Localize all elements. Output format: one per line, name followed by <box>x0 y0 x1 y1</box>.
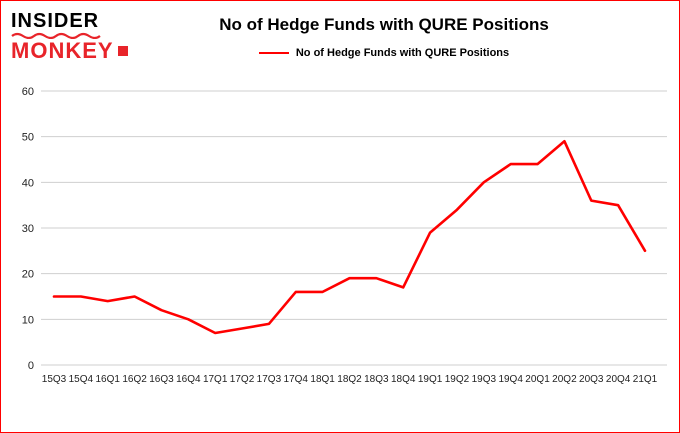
svg-text:50: 50 <box>22 132 34 144</box>
svg-text:19Q4: 19Q4 <box>498 374 523 385</box>
logo-text-monkey: MONKEY <box>11 38 114 63</box>
svg-text:19Q1: 19Q1 <box>418 374 443 385</box>
svg-text:18Q4: 18Q4 <box>391 374 416 385</box>
legend-line-swatch <box>258 52 289 54</box>
svg-text:20Q1: 20Q1 <box>525 374 550 385</box>
logo-square-icon <box>117 46 128 56</box>
svg-text:17Q3: 17Q3 <box>257 374 282 385</box>
chart-area: 0 10 20 30 40 50 60 15Q3 15Q4 16Q1 16Q2 16Q3 16Q4 17Q… <box>1 77 679 429</box>
svg-text:18Q1: 18Q1 <box>310 374 335 385</box>
title-block: No of Hedge Funds with QURE Positions No… <box>139 9 669 59</box>
svg-text:20Q3: 20Q3 <box>579 374 604 385</box>
svg-text:15Q3: 15Q3 <box>42 374 67 385</box>
svg-text:60: 60 <box>22 86 34 98</box>
svg-text:18Q2: 18Q2 <box>337 374 362 385</box>
svg-text:20Q4: 20Q4 <box>606 374 631 385</box>
insider-monkey-logo: INSIDER MONKEY <box>11 9 139 62</box>
svg-text:20Q2: 20Q2 <box>552 374 577 385</box>
svg-text:10: 10 <box>22 314 34 326</box>
svg-text:19Q2: 19Q2 <box>445 374 470 385</box>
svg-text:17Q1: 17Q1 <box>203 374 228 385</box>
legend: No of Hedge Funds with QURE Positions <box>258 47 510 59</box>
svg-text:16Q2: 16Q2 <box>122 374 147 385</box>
svg-text:20: 20 <box>22 269 34 281</box>
svg-text:0: 0 <box>28 360 34 372</box>
svg-text:17Q4: 17Q4 <box>284 374 309 385</box>
svg-text:40: 40 <box>22 177 34 189</box>
svg-text:18Q3: 18Q3 <box>364 374 389 385</box>
svg-text:21Q1: 21Q1 <box>633 374 658 385</box>
logo-text-insider: INSIDER <box>11 10 100 32</box>
chart-header: INSIDER MONKEY No of Hedge Funds with QU… <box>1 1 679 73</box>
chart-title: No of Hedge Funds with QURE Positions <box>219 15 549 34</box>
svg-text:30: 30 <box>22 223 34 235</box>
svg-text:17Q2: 17Q2 <box>230 374 255 385</box>
svg-text:16Q3: 16Q3 <box>149 374 174 385</box>
svg-text:16Q1: 16Q1 <box>95 374 120 385</box>
svg-text:15Q4: 15Q4 <box>69 374 94 385</box>
svg-text:19Q3: 19Q3 <box>472 374 497 385</box>
svg-text:16Q4: 16Q4 <box>176 374 201 385</box>
legend-label: No of Hedge Funds with QURE Positions <box>295 47 510 59</box>
logo-underline-icon <box>11 32 101 39</box>
